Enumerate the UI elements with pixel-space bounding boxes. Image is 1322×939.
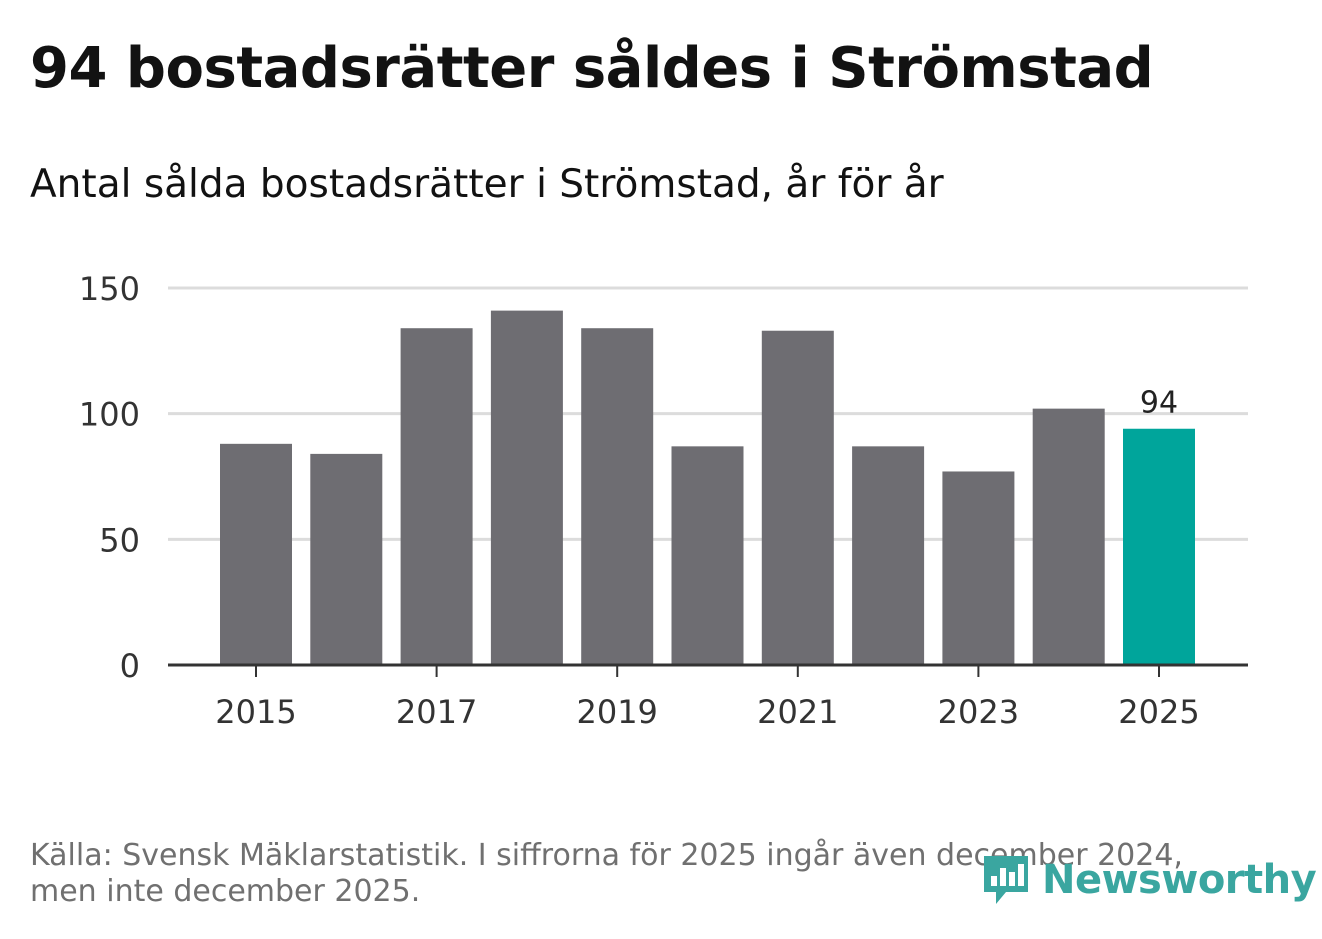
data-labels: 94 (1140, 386, 1178, 421)
x-tick-label-2015: 2015 (215, 693, 296, 731)
bar-2017 (400, 328, 473, 665)
bars (220, 310, 1195, 665)
newsworthy-logo-text: Newsworthy (1042, 857, 1317, 903)
bar-chart: 0 50 100 150 2015 2017 2019 2021 2023 2025 94 (79, 270, 1248, 731)
y-tick-label-50: 50 (99, 521, 140, 559)
y-tick-label-0: 0 (120, 647, 140, 685)
bar-2019 (581, 328, 654, 665)
newsworthy-logo: Newsworthy (980, 852, 1317, 908)
chart-subtitle: Antal sålda bostadsrätter i Strömstad, å… (30, 162, 944, 207)
y-tick-label-100: 100 (79, 396, 140, 434)
bar-2020 (671, 446, 744, 665)
bar-2024 (1032, 408, 1105, 665)
chart-title: 94 bostadsrätter såldes i Strömstad (30, 36, 1154, 101)
data-label-2025: 94 (1140, 386, 1178, 421)
bar-2016 (310, 453, 383, 665)
x-tick-label-2023: 2023 (938, 693, 1019, 731)
x-tick-label-2019: 2019 (576, 693, 657, 731)
x-tick-label-2017: 2017 (396, 693, 477, 731)
source-note-line-2: men inte december 2025. (30, 874, 421, 909)
bar-2022 (852, 446, 925, 665)
bar-2025 (1123, 428, 1195, 665)
bar-2023 (942, 471, 1015, 665)
newsworthy-logo-icon (984, 856, 1028, 904)
x-tick-label-2025: 2025 (1118, 693, 1199, 731)
y-tick-label-150: 150 (79, 270, 140, 308)
bar-2021 (761, 330, 834, 665)
y-axis-ticks: 0 50 100 150 (79, 270, 140, 685)
x-axis-ticks: 2015 2017 2019 2021 2023 2025 (215, 665, 1200, 731)
x-tick-label-2021: 2021 (757, 693, 838, 731)
bar-2018 (490, 310, 563, 665)
bar-2015 (220, 443, 292, 665)
